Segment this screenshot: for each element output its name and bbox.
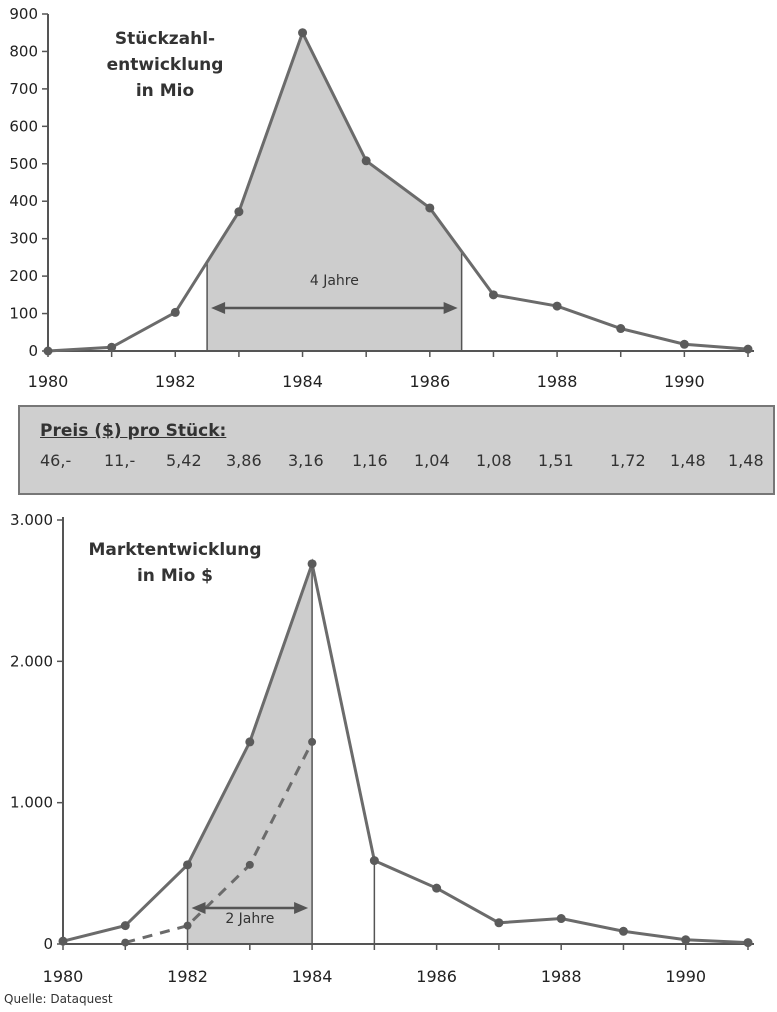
dashed-series-point: [308, 737, 317, 746]
dashed-series-line: [124, 741, 314, 945]
series-line: [62, 558, 749, 945]
data-point: [245, 737, 255, 747]
y-tick-label: 400: [9, 192, 38, 210]
span-arrowhead-left: [211, 302, 226, 314]
x-tick-label: 1984: [292, 967, 333, 986]
y-tick-label: 500: [9, 155, 38, 173]
x-tick-label: 1990: [664, 372, 705, 391]
price-value: 1,16: [352, 451, 388, 470]
x-tick-label: 1984: [282, 372, 323, 391]
price-value: 3,86: [226, 451, 262, 470]
data-point: [679, 339, 689, 349]
price-value: 1,08: [476, 451, 512, 470]
x-tick-label: 1982: [155, 372, 196, 391]
price-value: 1,48: [670, 451, 706, 470]
price-value: 1,04: [414, 451, 450, 470]
x-tick-label: 1990: [665, 967, 706, 986]
data-point: [43, 346, 53, 356]
y-tick-label: 900: [9, 5, 38, 23]
dashed-series-point: [121, 938, 130, 947]
y-tick-label: 700: [9, 80, 38, 98]
price-value: 1,48: [728, 451, 764, 470]
x-tick-label: 1980: [43, 967, 84, 986]
price-value: 1,72: [610, 451, 646, 470]
y-tick-label: 800: [9, 42, 38, 60]
price-value: 11,-: [104, 451, 136, 470]
span-arrowhead-right: [443, 302, 458, 314]
y-tick-label: 3.000: [10, 511, 53, 529]
chart-title: Stückzahl-: [115, 29, 215, 49]
data-point: [170, 307, 180, 317]
data-point: [234, 207, 244, 217]
data-point: [681, 935, 691, 945]
y-tick-label: 0: [43, 935, 53, 953]
data-point: [743, 938, 753, 948]
y-tick-label: 300: [9, 230, 38, 248]
span-arrowhead-right: [294, 902, 309, 914]
data-point: [432, 883, 442, 893]
data-point: [618, 926, 628, 936]
price-value: 1,51: [538, 451, 574, 470]
price-value: 5,42: [166, 451, 202, 470]
data-point: [183, 860, 193, 870]
data-point: [120, 921, 130, 931]
data-point: [556, 914, 566, 924]
price-values-row: 46,- 11,- 5,42 3,86 3,16 1,16 1,04 1,08 1,51 1,72…: [20, 451, 773, 477]
y-tick-label: 100: [9, 305, 38, 323]
y-tick-label: 200: [9, 267, 38, 285]
price-value: 3,16: [288, 451, 324, 470]
dashed-series-point: [183, 921, 192, 930]
series-line: [47, 28, 749, 353]
x-tick-label: 1986: [409, 372, 450, 391]
span-label: 4 Jahre: [310, 273, 359, 289]
data-point: [494, 918, 504, 928]
unit-development-chart: 0 100 200 300 400 500 600 700 800 900 1980 1982 1984…: [9, 5, 754, 391]
chart-title: in Mio $: [137, 566, 213, 586]
data-point: [58, 936, 68, 946]
price-box-title: Preis ($) pro Stück:: [40, 421, 227, 441]
data-point: [361, 156, 371, 166]
data-point: [425, 203, 435, 213]
data-point: [307, 559, 317, 569]
x-tick-label: 1980: [28, 372, 69, 391]
y-tick-label: 600: [9, 117, 38, 135]
chart-title: entwicklung: [107, 55, 224, 75]
chart-title: in Mio: [136, 81, 194, 101]
y-tick-label: 0: [28, 342, 38, 360]
data-point: [298, 28, 308, 38]
x-tick-label: 1988: [537, 372, 578, 391]
chart-title: Marktentwicklung: [88, 540, 261, 560]
data-point: [369, 856, 379, 866]
dashed-series-point: [245, 860, 254, 869]
x-tick-label: 1986: [416, 967, 457, 986]
data-point: [552, 301, 562, 311]
data-point: [488, 290, 498, 300]
market-development-chart: 0 1.000 2.000 3.000 1980 1982 1984 1986 1988 1990…: [10, 511, 754, 986]
shaded-area: [207, 32, 462, 351]
price-per-unit-box: Preis ($) pro Stück: 46,- 11,- 5,42 3,86 3,1…: [18, 405, 775, 495]
x-tick-label: 1982: [167, 967, 208, 986]
data-point: [743, 344, 753, 354]
data-point: [616, 324, 626, 334]
x-tick-label: 1988: [541, 967, 582, 986]
price-value: 46,-: [40, 451, 72, 470]
y-tick-label: 1.000: [10, 794, 53, 812]
data-point: [107, 342, 117, 352]
span-arrowhead-left: [191, 902, 206, 914]
span-label: 2 Jahre: [225, 911, 274, 927]
source-note: Quelle: Dataquest: [4, 992, 113, 1006]
y-tick-label: 2.000: [10, 652, 53, 670]
shaded-area: [187, 563, 313, 944]
